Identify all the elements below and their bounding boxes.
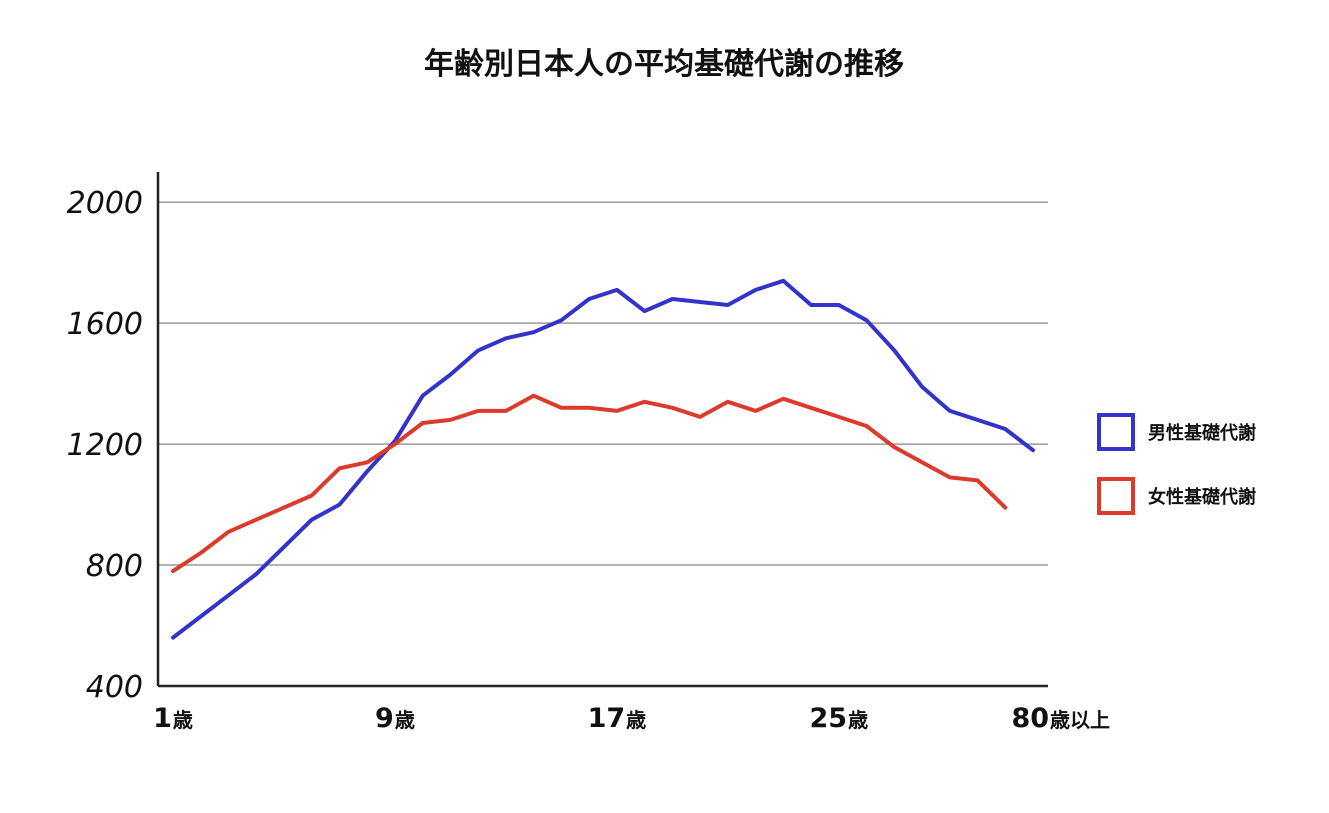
x-tick-number: 17 [588, 703, 626, 734]
x-tick-unit: 歳 [848, 708, 868, 732]
y-tick-label: 1200 [67, 428, 143, 463]
x-tick-unit: 歳以上 [1050, 708, 1110, 732]
x-tick-unit: 歳 [173, 708, 193, 732]
chart-title: 年齢別日本人の平均基礎代謝の推移 [424, 47, 904, 82]
legend-label: 女性基礎代謝 [1148, 486, 1256, 508]
x-tick-unit: 歳 [395, 708, 415, 732]
x-tick-label: 1歳 [153, 703, 193, 734]
legend-swatch [1097, 477, 1135, 515]
y-tick-label: 2000 [67, 186, 143, 221]
legend-entry: 男性基礎代謝 [1097, 413, 1256, 451]
legend-swatch [1097, 413, 1135, 451]
series-line [171, 393, 1008, 574]
x-tick-label: 9歳 [375, 703, 415, 734]
x-tick-number: 80 [1011, 703, 1049, 734]
legend-label: 男性基礎代謝 [1148, 422, 1256, 444]
x-tick-label: 25歳 [810, 703, 869, 734]
x-tick-label: 17歳 [588, 703, 647, 734]
legend-entry: 女性基礎代謝 [1097, 477, 1256, 515]
x-tick-number: 25 [810, 703, 848, 734]
y-tick-label: 400 [86, 670, 143, 705]
gridlines [158, 201, 1048, 566]
series-1 [171, 393, 1008, 574]
series-line [171, 278, 1035, 640]
series-0 [171, 278, 1035, 640]
x-tick-unit: 歳 [626, 708, 646, 732]
y-tick-label: 800 [86, 549, 143, 584]
x-tick-number: 9 [375, 703, 394, 734]
x-tick-number: 1 [153, 703, 172, 734]
y-tick-label: 1600 [67, 307, 143, 342]
series-lines [171, 278, 1035, 640]
x-tick-label: 80歳以上 [1011, 703, 1110, 734]
